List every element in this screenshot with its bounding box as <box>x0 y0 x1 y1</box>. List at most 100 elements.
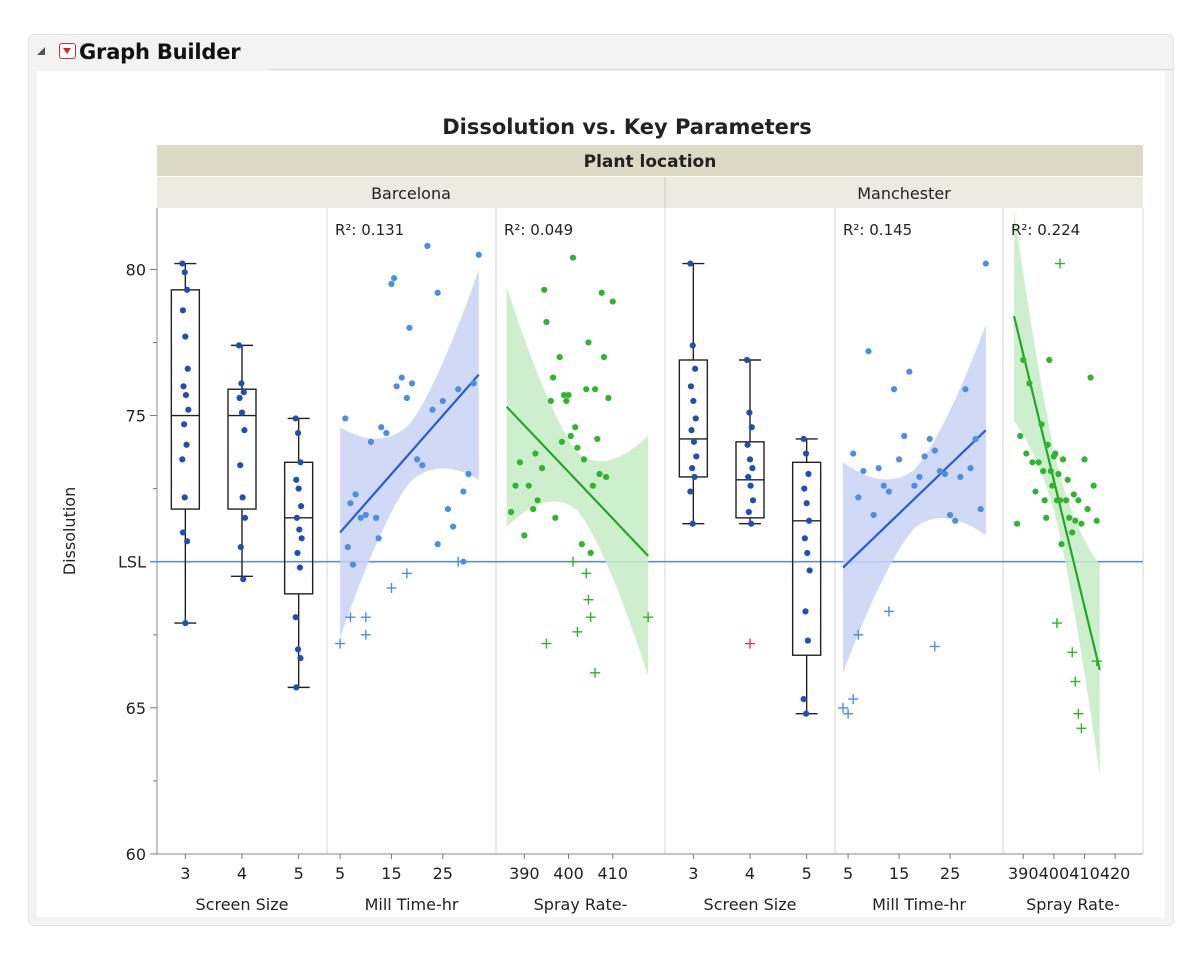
scatter-point <box>549 374 557 381</box>
scatter-point <box>449 523 457 530</box>
box-data-point <box>746 456 754 463</box>
scatter-point <box>952 517 959 524</box>
scatter-point <box>525 482 532 489</box>
box-data-point <box>293 514 300 521</box>
scatter-point <box>1041 497 1048 504</box>
scatter-point <box>1014 520 1021 527</box>
box-data-point <box>179 456 186 463</box>
scatter-point <box>587 549 594 557</box>
r-squared-label: R²: 0.049 <box>504 221 573 239</box>
outlier-marker <box>745 638 755 649</box>
scatter-point <box>558 438 566 445</box>
outlier-marker <box>1054 258 1065 269</box>
box-data-point <box>294 429 302 437</box>
scatter-point <box>375 535 382 542</box>
scatter-point <box>408 380 416 387</box>
x-tick-label: 5 <box>294 864 304 883</box>
scatter-point <box>1020 356 1027 364</box>
x-tick-label: 3 <box>688 864 698 883</box>
disclosure-triangle-icon[interactable] <box>37 47 45 55</box>
box-data-point <box>181 269 188 276</box>
x-tick-label: 400 <box>1039 864 1070 883</box>
scatter-point <box>547 397 554 405</box>
scatter-point <box>941 470 949 478</box>
scatter-point <box>1066 514 1073 521</box>
box-data-point <box>241 514 249 521</box>
box-data-point <box>690 397 697 405</box>
box-data-point <box>296 526 303 533</box>
plot-area: Dissolution vs. Key Parameters Plant loca… <box>37 71 1165 917</box>
outlier-marker <box>360 629 371 640</box>
x-axis-label: Spray Rate- <box>1026 895 1120 914</box>
outlier-marker <box>453 556 464 567</box>
scatter-point <box>572 424 579 431</box>
box-data-point <box>805 470 812 478</box>
scatter-point <box>574 444 581 451</box>
scatter-point <box>512 482 519 489</box>
outlier-marker <box>345 612 356 623</box>
box-data-point <box>179 260 186 267</box>
x-tick-label: 15 <box>381 864 401 883</box>
scatter-point <box>1035 459 1042 466</box>
scatter-point <box>567 432 574 440</box>
x-tick-label: 4 <box>745 864 755 883</box>
box-data-point <box>745 473 752 481</box>
scatter-point <box>594 435 601 443</box>
box-iqr <box>227 388 257 510</box>
scatter-point <box>609 298 616 305</box>
box-data-point <box>804 637 811 644</box>
outlier-marker <box>853 629 864 640</box>
scatter-point <box>390 275 398 282</box>
scatter-point <box>916 473 923 481</box>
scatter-point <box>1081 456 1088 463</box>
scatter-point <box>367 438 375 445</box>
scatter-point <box>1078 520 1085 527</box>
scatter-point <box>600 353 608 361</box>
scatter-point <box>393 383 400 390</box>
scatter-point <box>403 394 410 402</box>
red-triangle-menu-icon[interactable] <box>59 43 76 59</box>
x-tick-label: 410 <box>1069 864 1100 883</box>
scatter-point <box>530 505 537 513</box>
graph-builder-frame: Graph Builder Dissolution vs. Key Parame… <box>28 34 1174 926</box>
x-tick-label: 25 <box>940 864 960 883</box>
outlier-marker <box>590 667 601 678</box>
scatter-point <box>875 465 882 472</box>
scatter-point <box>1059 456 1067 463</box>
box-data-point <box>298 535 305 542</box>
box-data-point <box>297 459 304 466</box>
scatter-point <box>1093 517 1100 524</box>
box-data-point <box>749 465 756 472</box>
scatter-point <box>1040 467 1047 475</box>
box-data-point <box>182 391 190 399</box>
y-tick-label: 65 <box>126 699 146 718</box>
box-data-point <box>240 389 247 396</box>
group-header-label: Plant location <box>584 152 717 172</box>
box-data-point <box>689 342 696 349</box>
scatter-point <box>541 286 548 293</box>
scatter-point <box>532 450 539 457</box>
box-data-point <box>237 543 244 551</box>
box-data-point <box>745 508 752 516</box>
scatter-point <box>598 289 605 296</box>
box-data-point <box>801 485 808 492</box>
outlier-marker <box>581 568 592 579</box>
scatter-point <box>885 488 893 495</box>
scatter-point <box>475 251 482 258</box>
x-tick-label: 5 <box>335 864 345 883</box>
fit-line <box>339 373 480 534</box>
box-data-point <box>689 465 696 472</box>
outlier-marker <box>1076 723 1087 734</box>
outlier-marker <box>583 594 594 605</box>
scatter-point <box>1070 491 1077 498</box>
scatter-point <box>439 397 446 405</box>
scatter-point <box>585 339 592 346</box>
scatter-point <box>1087 374 1094 381</box>
scatter-point <box>896 456 903 463</box>
outlier-marker <box>1073 708 1084 719</box>
scatter-point <box>1049 482 1056 489</box>
x-tick-label: 3 <box>180 864 190 883</box>
window-title: Graph Builder <box>79 40 241 64</box>
scatter-point <box>1017 432 1024 440</box>
scatter-point <box>434 541 441 548</box>
